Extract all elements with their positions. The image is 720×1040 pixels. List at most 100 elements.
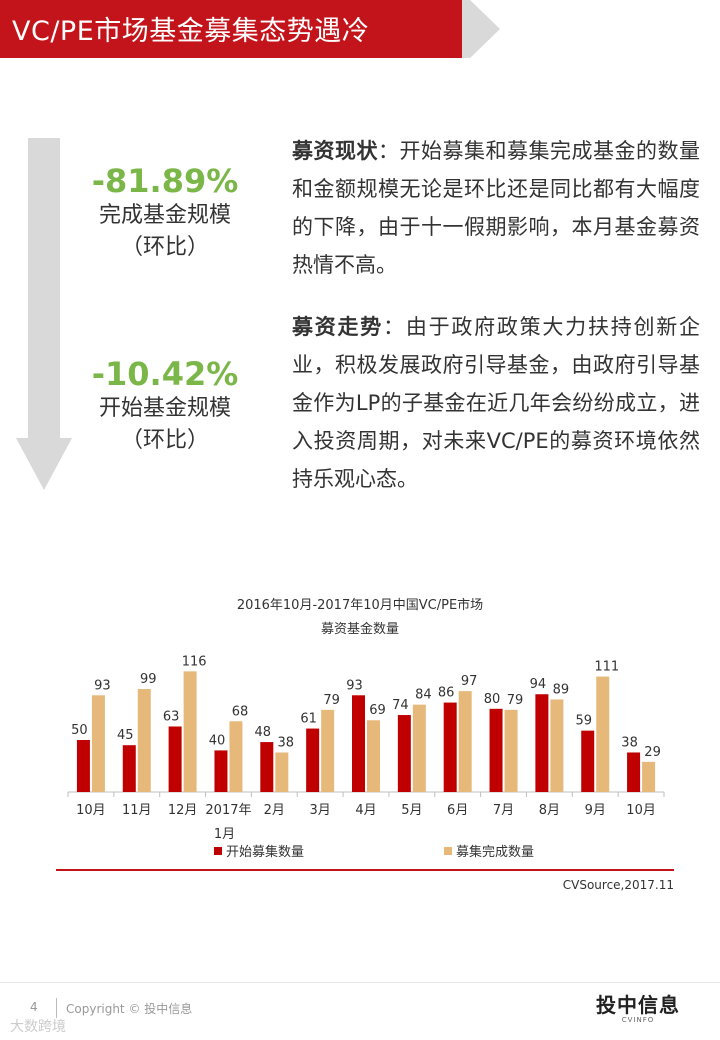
stat-label: 完成基金规模 (98, 203, 231, 228)
bar-started (306, 728, 320, 792)
bar-completed (367, 720, 380, 792)
data-label: 79 (323, 693, 340, 708)
title-chevron-icon (462, 0, 500, 58)
bar-completed (275, 752, 289, 792)
title-banner (0, 0, 500, 58)
bar-started (397, 715, 411, 792)
stat-label-sub: （环比） (120, 235, 209, 260)
data-label: 63 (163, 709, 180, 724)
bar-started (352, 695, 365, 792)
title-banner-fill (0, 0, 462, 58)
bar-completed (321, 709, 335, 792)
paragraph-current-status: 募资现状：开始募集和募集完成基金的数量和金额规模无论是环比还是同比都有大幅度的下… (292, 132, 700, 284)
x-tick-label: 4月 (355, 803, 376, 818)
page-title: VC/PE市场基金募集态势遇冷 (12, 16, 370, 47)
footer-separator (56, 998, 57, 1018)
data-label: 89 (553, 682, 570, 697)
x-tick-label: 10月 (76, 803, 106, 818)
data-label: 116 (182, 654, 207, 669)
data-label: 59 (575, 714, 592, 729)
bar-started (76, 740, 90, 792)
legend-swatch (214, 847, 222, 855)
company-logo: 投中信息 CVINFO (596, 994, 680, 1024)
divider-line (56, 869, 674, 871)
bar-started (581, 730, 595, 792)
data-label: 80 (484, 692, 501, 707)
data-label: 40 (209, 733, 226, 748)
data-label: 68 (232, 704, 249, 719)
chart-title: 2016年10月-2017年10月中国VC/PE市场 (236, 598, 484, 613)
stat-completed-size: -81.89% 完成基金规模 （环比） (70, 162, 260, 264)
bar-completed (504, 709, 518, 792)
bar-started (214, 750, 228, 792)
x-tick-label: 12月 (168, 803, 198, 818)
x-tick-label: 6月 (447, 803, 468, 818)
stat-value: -81.89% (91, 162, 239, 200)
bar-started (260, 742, 274, 792)
data-label: 50 (71, 723, 88, 738)
bar-completed (137, 689, 151, 792)
stat-started-size: -10.42% 开始基金规模 （环比） (70, 355, 260, 457)
logo-subtext: CVINFO (621, 1016, 655, 1024)
bar-started (443, 702, 457, 792)
stat-label: 开始基金规模 (98, 396, 231, 421)
bar-completed (91, 695, 105, 792)
x-tick-label: 2月 (264, 803, 285, 818)
data-label: 74 (392, 698, 409, 713)
title-bar: VC/PE市场基金募集态势遇冷 (0, 0, 720, 58)
x-tick-label: 8月 (539, 803, 560, 818)
data-label: 29 (644, 745, 661, 760)
data-label: 93 (346, 678, 363, 693)
data-label: 86 (438, 686, 455, 701)
paragraph-body: ：由于政府政策大力扶持创新企业，积极发展政府引导基金，由政府引导基金作为LP的子… (292, 315, 701, 491)
bar-started (489, 708, 503, 792)
x-tick-label: 7月 (493, 803, 514, 818)
bar-chart: 50 93 10月 45 99 11月 63 116 12月 40 68 2017年 1月 48 38 2月 6… (67, 654, 665, 860)
data-label: 69 (369, 703, 386, 718)
data-label: 93 (94, 678, 111, 693)
page-number: 4 (30, 1000, 38, 1014)
bar-started (627, 752, 641, 792)
data-label: 84 (415, 688, 432, 703)
logo-text: 投中信息 (596, 993, 680, 1017)
x-tick-label-line2: 1月 (214, 827, 235, 842)
data-label: 94 (530, 677, 547, 692)
x-tick-label: 11月 (122, 803, 152, 818)
x-tick-label: 10月 (626, 803, 656, 818)
data-label: 99 (140, 672, 157, 687)
legend-swatch (444, 847, 452, 855)
x-tick-label: 2017年 (205, 803, 251, 818)
footer-divider (0, 982, 720, 983)
watermark: 大数跨境 (10, 1019, 66, 1035)
bar-started (168, 726, 182, 792)
data-label: 45 (117, 728, 134, 743)
legend-label: 开始募集数量 (226, 844, 304, 860)
paragraph-body: ：开始募集和募集完成基金的数量和金额规模无论是环比还是同比都有大幅度的下降，由于… (292, 139, 700, 277)
copyright: Copyright © 投中信息 (66, 1002, 193, 1016)
bar-completed (596, 676, 610, 792)
down-arrow-icon (16, 138, 72, 490)
bar-started (535, 694, 549, 792)
bar-completed (458, 691, 472, 792)
paragraph-heading: 募资走势 (292, 315, 384, 339)
bar-completed (412, 704, 426, 792)
paragraph-heading: 募资现状 (292, 139, 378, 163)
data-label: 48 (255, 725, 272, 740)
x-tick-label: 9月 (585, 803, 606, 818)
bar-started (122, 745, 136, 792)
data-label: 38 (621, 735, 638, 750)
data-label: 61 (300, 712, 317, 727)
stat-value: -10.42% (91, 355, 239, 393)
bar-completed (642, 761, 656, 792)
bar-completed (550, 699, 564, 792)
chart-subtitle: 募资基金数量 (320, 622, 399, 637)
source-note: CVSource,2017.11 (562, 878, 674, 892)
data-label: 38 (278, 735, 295, 750)
x-tick-label: 3月 (310, 803, 331, 818)
data-label: 97 (461, 674, 478, 689)
x-tick-label: 5月 (401, 803, 422, 818)
bar-completed (183, 671, 197, 792)
data-label: 111 (594, 660, 619, 675)
legend-label: 募集完成数量 (456, 844, 534, 860)
bar-completed (229, 721, 243, 792)
